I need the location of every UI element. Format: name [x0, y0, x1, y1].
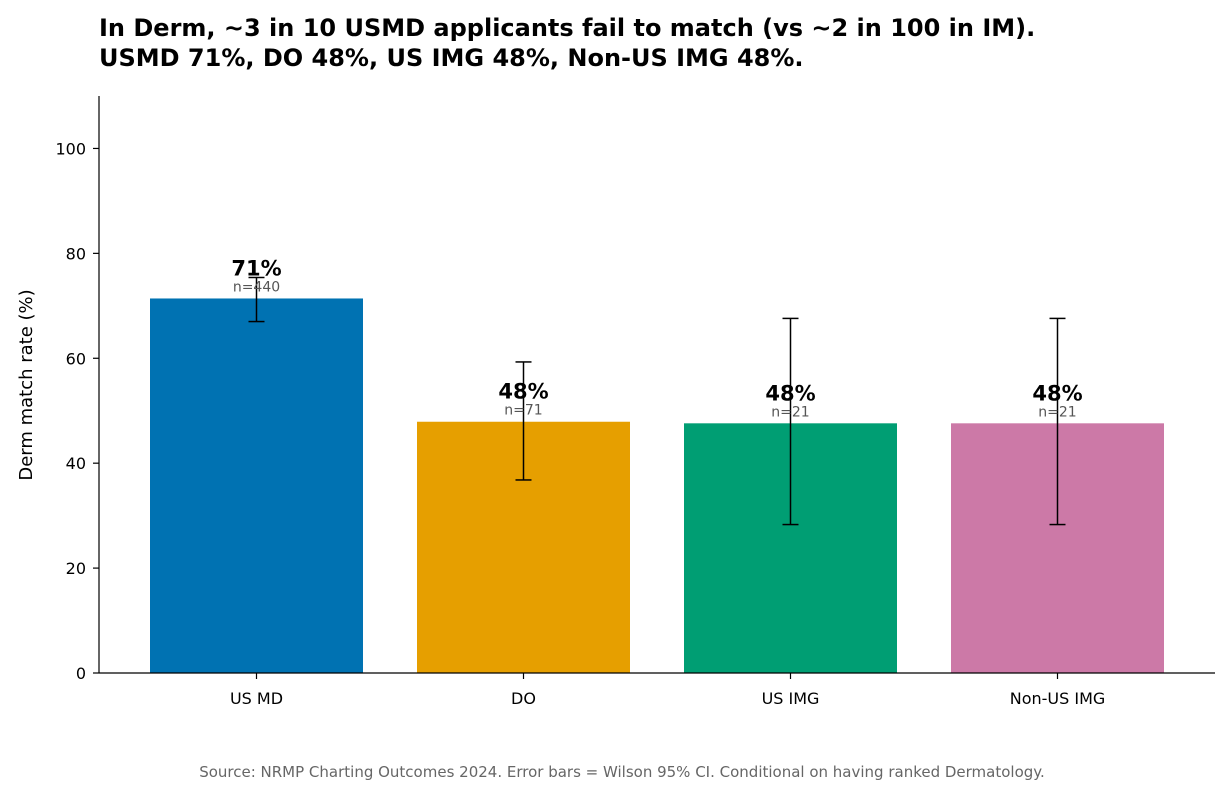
chart-title-line-2: USMD 71%, DO 48%, US IMG 48%, Non-US IMG…	[99, 44, 804, 72]
n-label: n=21	[771, 404, 809, 420]
y-tick-label: 100	[55, 139, 86, 158]
source-note: Source: NRMP Charting Outcomes 2024. Err…	[199, 763, 1045, 781]
n-label: n=440	[233, 279, 280, 295]
x-tick-label: US IMG	[762, 689, 820, 708]
y-tick-label: 0	[76, 664, 86, 683]
value-label: 71%	[231, 256, 281, 280]
value-label: 48%	[1032, 381, 1082, 405]
n-label: n=21	[1038, 404, 1076, 420]
value-label: 48%	[498, 380, 548, 404]
chart-title-line-1: In Derm, ~3 in 10 USMD applicants fail t…	[99, 14, 1035, 42]
x-tick-label: US MD	[230, 689, 283, 708]
y-tick-label: 20	[66, 559, 86, 578]
y-tick-label: 60	[66, 349, 86, 368]
bar-us-md	[150, 298, 363, 673]
y-tick-label: 80	[66, 244, 86, 263]
x-tick-label: DO	[511, 689, 536, 708]
y-tick-label: 40	[66, 454, 86, 473]
x-tick-label: Non-US IMG	[1010, 689, 1106, 708]
value-label: 48%	[765, 381, 815, 405]
n-label: n=71	[504, 403, 542, 419]
y-axis-label: Derm match rate (%)	[16, 289, 37, 480]
